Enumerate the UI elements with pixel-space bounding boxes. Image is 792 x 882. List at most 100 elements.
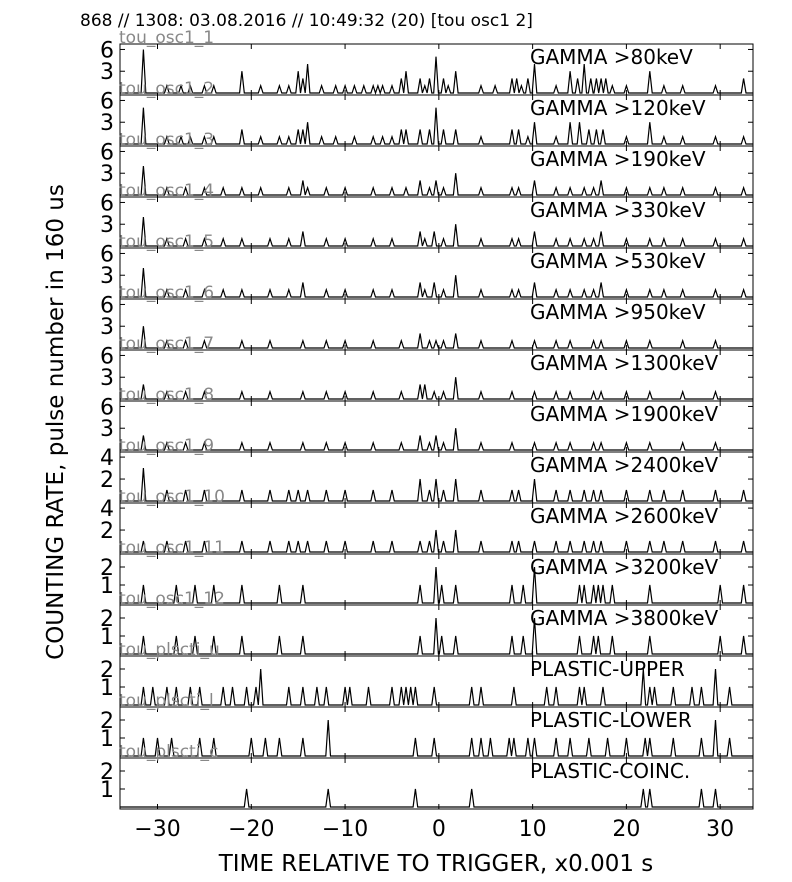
y-tick-label: 4 <box>100 497 114 522</box>
panel-label: PLASTIC-UPPER <box>530 657 685 681</box>
channel-label: tou_osc1_2 <box>119 79 214 99</box>
channel-label: tou_osc1_9 <box>119 436 214 456</box>
panel-label: GAMMA >330keV <box>530 198 706 222</box>
panel-label: GAMMA >80keV <box>530 45 693 69</box>
panel-frame <box>119 757 754 810</box>
panel-label: GAMMA >1900keV <box>530 402 719 426</box>
panel-label: GAMMA >190keV <box>530 147 706 171</box>
y-tick-label: 2 <box>100 658 114 683</box>
panel-label: GAMMA >120keV <box>530 96 706 120</box>
channel-label: tou_plscti_l <box>119 691 214 711</box>
y-tick-label: 2 <box>100 556 114 581</box>
panel-label: GAMMA >3800keV <box>530 606 719 630</box>
panel-label: GAMMA >3200keV <box>530 555 719 579</box>
series-line <box>120 326 753 349</box>
series-line <box>120 428 753 451</box>
x-tick-label: 20 <box>612 817 640 842</box>
x-tick-label: 30 <box>706 817 734 842</box>
channel-label: tou_osc1_7 <box>119 334 214 354</box>
y-tick-label: 3 <box>100 213 114 238</box>
y-tick-label: 3 <box>100 111 114 136</box>
series-line <box>120 377 753 400</box>
series-line <box>120 165 753 196</box>
series-line <box>120 668 753 706</box>
series-line <box>120 719 753 757</box>
series-line <box>120 788 753 808</box>
y-tick-label: 1 <box>100 778 114 803</box>
y-tick-label: 1 <box>100 676 114 701</box>
channel-label: tou_osc1_4 <box>119 181 214 201</box>
y-tick-label: 6 <box>100 38 114 63</box>
y-tick-label: 1 <box>100 727 114 752</box>
y-tick-label: 6 <box>100 293 114 318</box>
y-tick-label: 3 <box>100 366 114 391</box>
chart-header: 868 // 1308: 03.08.2016 // 10:49:32 (20)… <box>80 11 533 31</box>
y-tick-label: 4 <box>100 446 114 471</box>
panel-label: GAMMA >2600keV <box>530 504 719 528</box>
channel-label: tou_osc1_11 <box>119 538 225 558</box>
y-tick-label: 3 <box>100 60 114 85</box>
y-tick-label: 2 <box>100 468 114 493</box>
x-axis-label: TIME RELATIVE TO TRIGGER, x0.001 s <box>218 851 654 877</box>
y-tick-label: 2 <box>100 709 114 734</box>
y-tick-label: 3 <box>100 417 114 442</box>
y-tick-label: 6 <box>100 344 114 369</box>
x-tick-label: −30 <box>134 817 180 842</box>
y-tick-label: 1 <box>100 625 114 650</box>
series-line <box>120 566 753 604</box>
y-tick-label: 6 <box>100 89 114 114</box>
y-tick-label: 3 <box>100 315 114 340</box>
panel-label: GAMMA >1300keV <box>530 351 719 375</box>
channel-label: tou_osc1_6 <box>119 283 214 303</box>
y-tick-label: 3 <box>100 162 114 187</box>
series-line <box>120 216 753 247</box>
channel-label: tou_osc1_12 <box>119 589 225 609</box>
channel-label: tou_plscti_c <box>119 742 218 762</box>
y-tick-label: 6 <box>100 191 114 216</box>
panel-label: GAMMA >530keV <box>530 249 706 273</box>
y-tick-label: 6 <box>100 395 114 420</box>
series-line <box>120 468 753 502</box>
y-tick-label: 1 <box>100 574 114 599</box>
x-tick-label: −20 <box>228 817 274 842</box>
panel-label: PLASTIC-COINC. <box>530 759 690 783</box>
channel-label: tou_osc1_1 <box>119 28 214 48</box>
channel-label: tou_osc1_10 <box>119 487 225 507</box>
panel-label: GAMMA >2400keV <box>530 453 719 477</box>
series-line <box>120 529 753 553</box>
y-tick-label: 2 <box>100 607 114 632</box>
series-line <box>120 267 753 298</box>
panel-label: PLASTIC-LOWER <box>530 708 692 732</box>
y-tick-label: 6 <box>100 242 114 267</box>
x-tick-label: 10 <box>519 817 547 842</box>
x-tick-label: 0 <box>432 817 446 842</box>
channel-label: tou_osc1_3 <box>119 130 214 150</box>
series-line <box>120 617 753 655</box>
y-tick-label: 3 <box>100 264 114 289</box>
y-axis-label: COUNTING RATE, pulse number in 160 us <box>43 184 69 660</box>
x-tick-label: −10 <box>322 817 368 842</box>
series-line <box>120 49 753 95</box>
y-tick-label: 6 <box>100 140 114 165</box>
y-tick-label: 2 <box>100 760 114 785</box>
channel-label: tou_osc1_5 <box>119 232 214 252</box>
channel-label: tou_osc1_8 <box>119 385 214 405</box>
panel-label: GAMMA >950keV <box>530 300 706 324</box>
channel-label: tou_plscti_u <box>119 640 220 660</box>
series-line <box>120 107 753 145</box>
